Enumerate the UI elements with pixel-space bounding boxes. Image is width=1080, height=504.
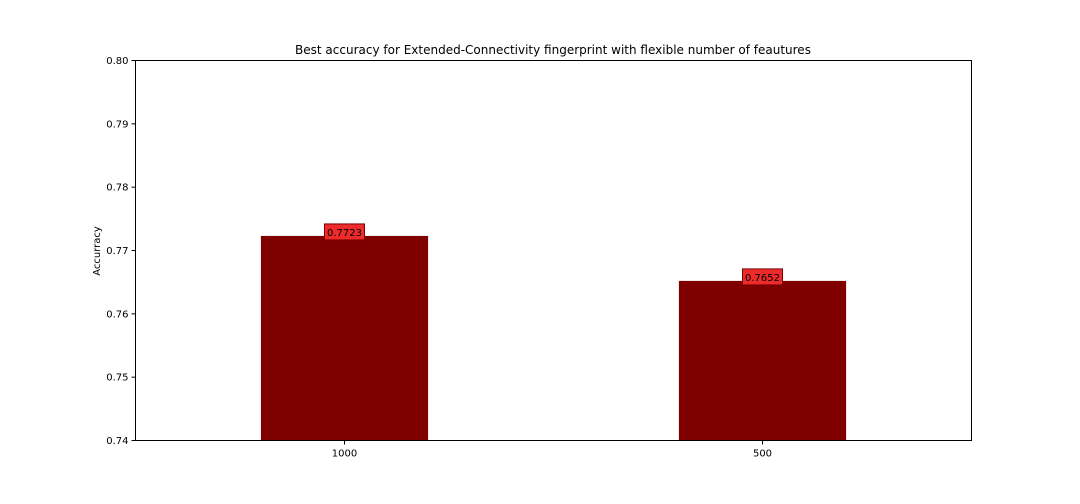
y-tick-label: 0.76 bbox=[106, 309, 128, 320]
data-label-box bbox=[324, 223, 365, 241]
y-tick-label: 0.74 bbox=[106, 436, 128, 447]
data-labels: 0.7723 0.7652 bbox=[324, 223, 783, 286]
x-tick-label: 1000 bbox=[332, 449, 357, 460]
chart-title: Best accuracy for Extended-Connectivity … bbox=[295, 43, 811, 57]
data-label: 0.7652 bbox=[745, 273, 780, 284]
x-tick-label: 500 bbox=[753, 449, 772, 460]
data-label-box bbox=[742, 268, 783, 286]
y-axis: 0.74 0.75 0.76 0.77 0.78 0.79 0.80 bbox=[106, 56, 136, 447]
bar-1000 bbox=[260, 235, 429, 441]
bars bbox=[260, 235, 847, 441]
x-axis: 1000 500 bbox=[332, 440, 772, 460]
bar-500 bbox=[678, 280, 847, 441]
y-tick-label: 0.77 bbox=[106, 246, 128, 257]
data-label: 0.7723 bbox=[327, 228, 362, 239]
y-tick-label: 0.75 bbox=[106, 373, 128, 384]
y-axis-title: Accurracy bbox=[92, 226, 103, 276]
plot-frame bbox=[135, 60, 972, 441]
y-tick-label: 0.78 bbox=[106, 183, 128, 194]
y-tick-label: 0.79 bbox=[106, 119, 128, 130]
y-tick-label: 0.80 bbox=[106, 56, 128, 67]
